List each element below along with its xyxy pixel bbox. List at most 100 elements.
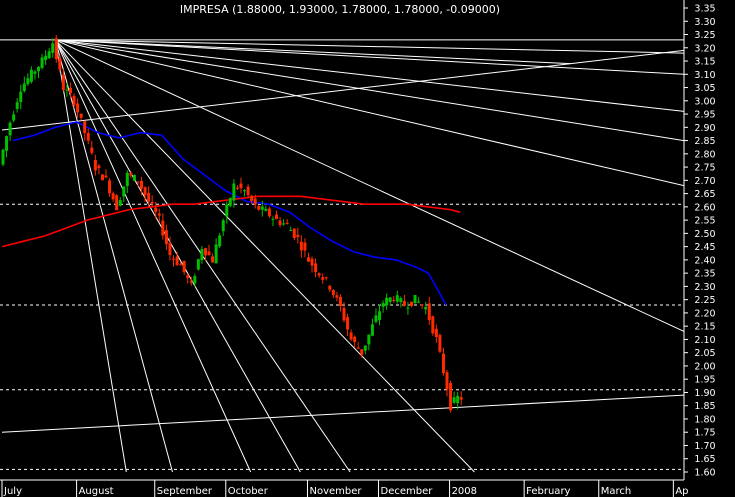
candle-body xyxy=(402,301,406,306)
candle-body xyxy=(250,195,254,201)
y-tick-label: 1.85 xyxy=(694,401,715,412)
y-tick-label: 3.25 xyxy=(694,30,715,41)
candle-body xyxy=(143,187,147,196)
candle-body xyxy=(449,382,453,411)
y-tick-label: 2.40 xyxy=(694,255,715,266)
candle-body xyxy=(161,220,165,236)
candle-body xyxy=(76,103,80,113)
trend-lines xyxy=(1,49,684,433)
candle-body xyxy=(104,175,108,178)
candle-body xyxy=(381,303,385,307)
x-axis: July August September October November Decemb… xyxy=(0,479,735,497)
candle-body xyxy=(346,317,350,330)
y-tick-label: 1.70 xyxy=(694,441,715,452)
candle-body xyxy=(239,183,243,189)
y-tick-label: 2.20 xyxy=(694,308,715,319)
candle-body xyxy=(445,372,449,390)
y-tick-label: 3.30 xyxy=(694,17,715,28)
y-tick-label: 3.10 xyxy=(694,70,715,81)
candle-body xyxy=(150,201,154,204)
y-tick-label: 3.15 xyxy=(694,57,715,68)
y-tick-label: 2.65 xyxy=(694,189,715,200)
y-tick-label: 2.55 xyxy=(694,216,715,227)
candle-body xyxy=(214,244,218,264)
month-label: September xyxy=(157,486,213,497)
candle-body xyxy=(363,345,367,351)
candle-body xyxy=(441,353,445,374)
month-label: October xyxy=(228,486,269,497)
candle-body xyxy=(275,214,279,220)
y-tick-label: 2.85 xyxy=(694,136,715,147)
y-tick-label: 2.35 xyxy=(694,269,715,280)
candle-body xyxy=(282,223,286,225)
candle-body xyxy=(413,295,417,304)
candle-body xyxy=(19,91,23,103)
candle-body xyxy=(29,69,33,82)
candle-body xyxy=(97,165,101,169)
y-axis: 3.35 3.30 3.25 3.20 3.15 3.10 3.05 3.00 2.95 2.90… xyxy=(683,0,735,497)
candle-body xyxy=(61,74,65,90)
candle-body xyxy=(186,275,190,278)
candle-body xyxy=(203,248,207,256)
y-tick-label: 2.45 xyxy=(694,242,715,253)
candle-body xyxy=(303,242,307,251)
y-tick-label: 2.70 xyxy=(694,176,715,187)
candle-body xyxy=(431,316,435,334)
candle-body xyxy=(257,205,261,210)
fan-line-5 xyxy=(54,39,475,473)
candle-body xyxy=(285,222,289,224)
candle-body xyxy=(54,38,58,60)
candle-body xyxy=(321,277,325,280)
candle-body xyxy=(33,71,37,74)
candle-body xyxy=(260,206,264,210)
candle-body xyxy=(100,174,104,181)
candle-body xyxy=(356,347,360,349)
candle-body xyxy=(235,187,239,189)
month-label: 2008 xyxy=(452,486,477,497)
y-tick-label: 1.90 xyxy=(694,388,715,399)
candle-body xyxy=(335,295,339,298)
y-tick-label: 1.95 xyxy=(694,375,715,386)
candle-body xyxy=(118,200,122,206)
candle-body xyxy=(140,180,144,189)
fan-line-4 xyxy=(55,39,684,332)
candle-body xyxy=(314,263,318,273)
y-tick-label: 2.05 xyxy=(694,348,715,359)
chart-title: IMPRESA (1.88000, 1.93000, 1.78000, 1.78… xyxy=(180,3,500,16)
candle-body xyxy=(289,229,293,231)
candle-body xyxy=(367,334,371,345)
candle-body xyxy=(427,303,431,321)
candle-body xyxy=(353,336,357,343)
candle-body xyxy=(271,218,275,220)
moving-average-line-1 xyxy=(1,195,461,248)
y-tick-label: 2.95 xyxy=(694,110,715,121)
fan-line-11 xyxy=(55,39,571,65)
candle-body xyxy=(434,328,438,338)
candle-body xyxy=(456,395,460,404)
candle-body xyxy=(83,121,87,134)
candle-body xyxy=(115,195,119,211)
candle-body xyxy=(317,273,321,276)
candle-body xyxy=(438,335,442,352)
candle-body xyxy=(136,181,140,183)
candle-body xyxy=(5,136,9,151)
y-tick-label: 2.10 xyxy=(694,335,715,346)
candle-body xyxy=(8,122,12,136)
candle-body xyxy=(15,102,19,109)
candle-body xyxy=(179,264,183,266)
candle-body xyxy=(424,307,428,310)
candle-body xyxy=(189,281,193,283)
y-tick-label: 3.35 xyxy=(694,4,715,15)
candle-body xyxy=(374,315,378,322)
candle-body xyxy=(218,235,222,247)
candle-body xyxy=(37,66,41,72)
fan-line-10 xyxy=(54,39,127,473)
candle-body xyxy=(420,304,424,306)
candle-body xyxy=(253,198,257,205)
month-label: Ap xyxy=(675,486,688,497)
month-label: February xyxy=(526,486,570,497)
candle-body xyxy=(267,208,271,217)
candle-body xyxy=(122,186,126,197)
candle-body xyxy=(296,234,300,238)
candle-body xyxy=(299,241,303,251)
